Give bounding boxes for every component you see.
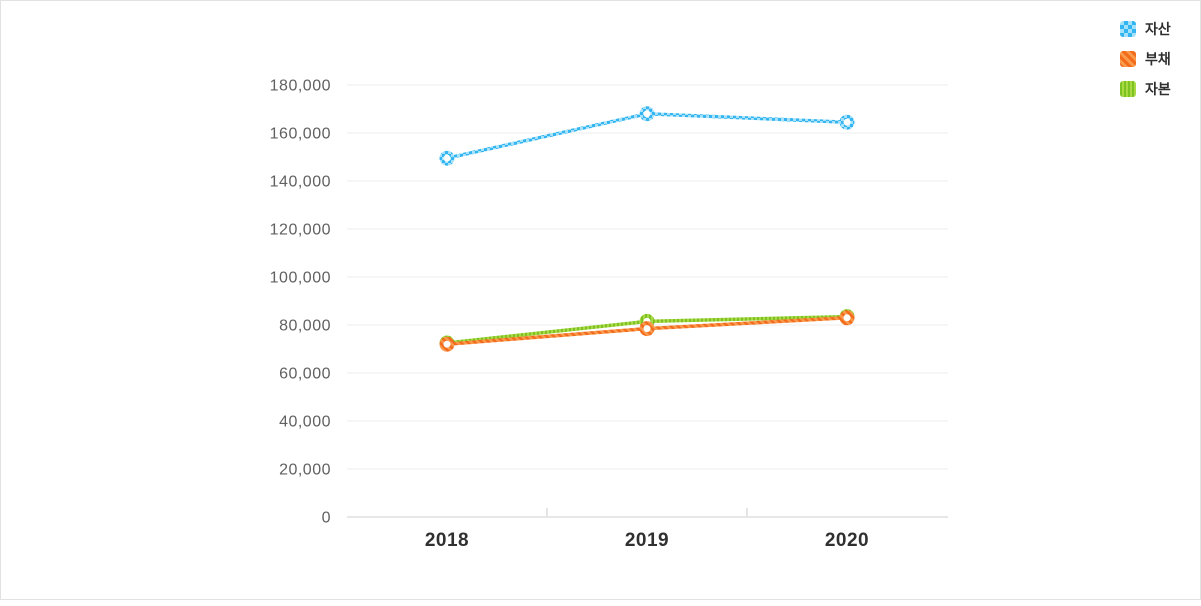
y-axis-tick-label: 20,000 bbox=[279, 462, 331, 479]
data-point-assets[interactable] bbox=[839, 114, 855, 130]
y-axis-tick-label: 60,000 bbox=[279, 366, 331, 383]
y-axis-tick-label: 180,000 bbox=[270, 78, 331, 95]
data-point-liabilities[interactable] bbox=[439, 336, 455, 352]
assets-series-swatch-icon bbox=[1120, 21, 1136, 37]
x-axis-label: 2018 bbox=[425, 530, 469, 551]
data-point-liabilities[interactable] bbox=[639, 321, 655, 337]
legend-label-equity: 자본 bbox=[1145, 81, 1171, 97]
legend-label-liabilities: 부채 bbox=[1145, 51, 1171, 67]
data-point-assets[interactable] bbox=[439, 150, 455, 166]
y-axis-tick-label: 0 bbox=[322, 510, 331, 527]
chart-legend: 자산 부채 자본 bbox=[1120, 21, 1171, 97]
y-axis-tick-label: 100,000 bbox=[270, 270, 331, 287]
y-axis-tick-label: 140,000 bbox=[270, 174, 331, 191]
legend-item-assets[interactable]: 자산 bbox=[1120, 21, 1171, 37]
legend-item-equity[interactable]: 자본 bbox=[1120, 81, 1171, 97]
y-axis-tick-label: 160,000 bbox=[270, 126, 331, 143]
x-axis-label: 2019 bbox=[625, 530, 669, 551]
data-point-assets[interactable] bbox=[639, 106, 655, 122]
x-axis-label: 2020 bbox=[825, 530, 869, 551]
liabilities-series-swatch-icon bbox=[1120, 51, 1136, 67]
y-axis-tick-label: 120,000 bbox=[270, 222, 331, 239]
y-axis-tick-label: 80,000 bbox=[279, 318, 331, 335]
y-axis-tick-label: 40,000 bbox=[279, 414, 331, 431]
data-point-liabilities[interactable] bbox=[839, 310, 855, 326]
legend-label-assets: 자산 bbox=[1145, 21, 1171, 37]
legend-item-liabilities[interactable]: 부채 bbox=[1120, 51, 1171, 67]
equity-series-swatch-icon bbox=[1120, 81, 1136, 97]
